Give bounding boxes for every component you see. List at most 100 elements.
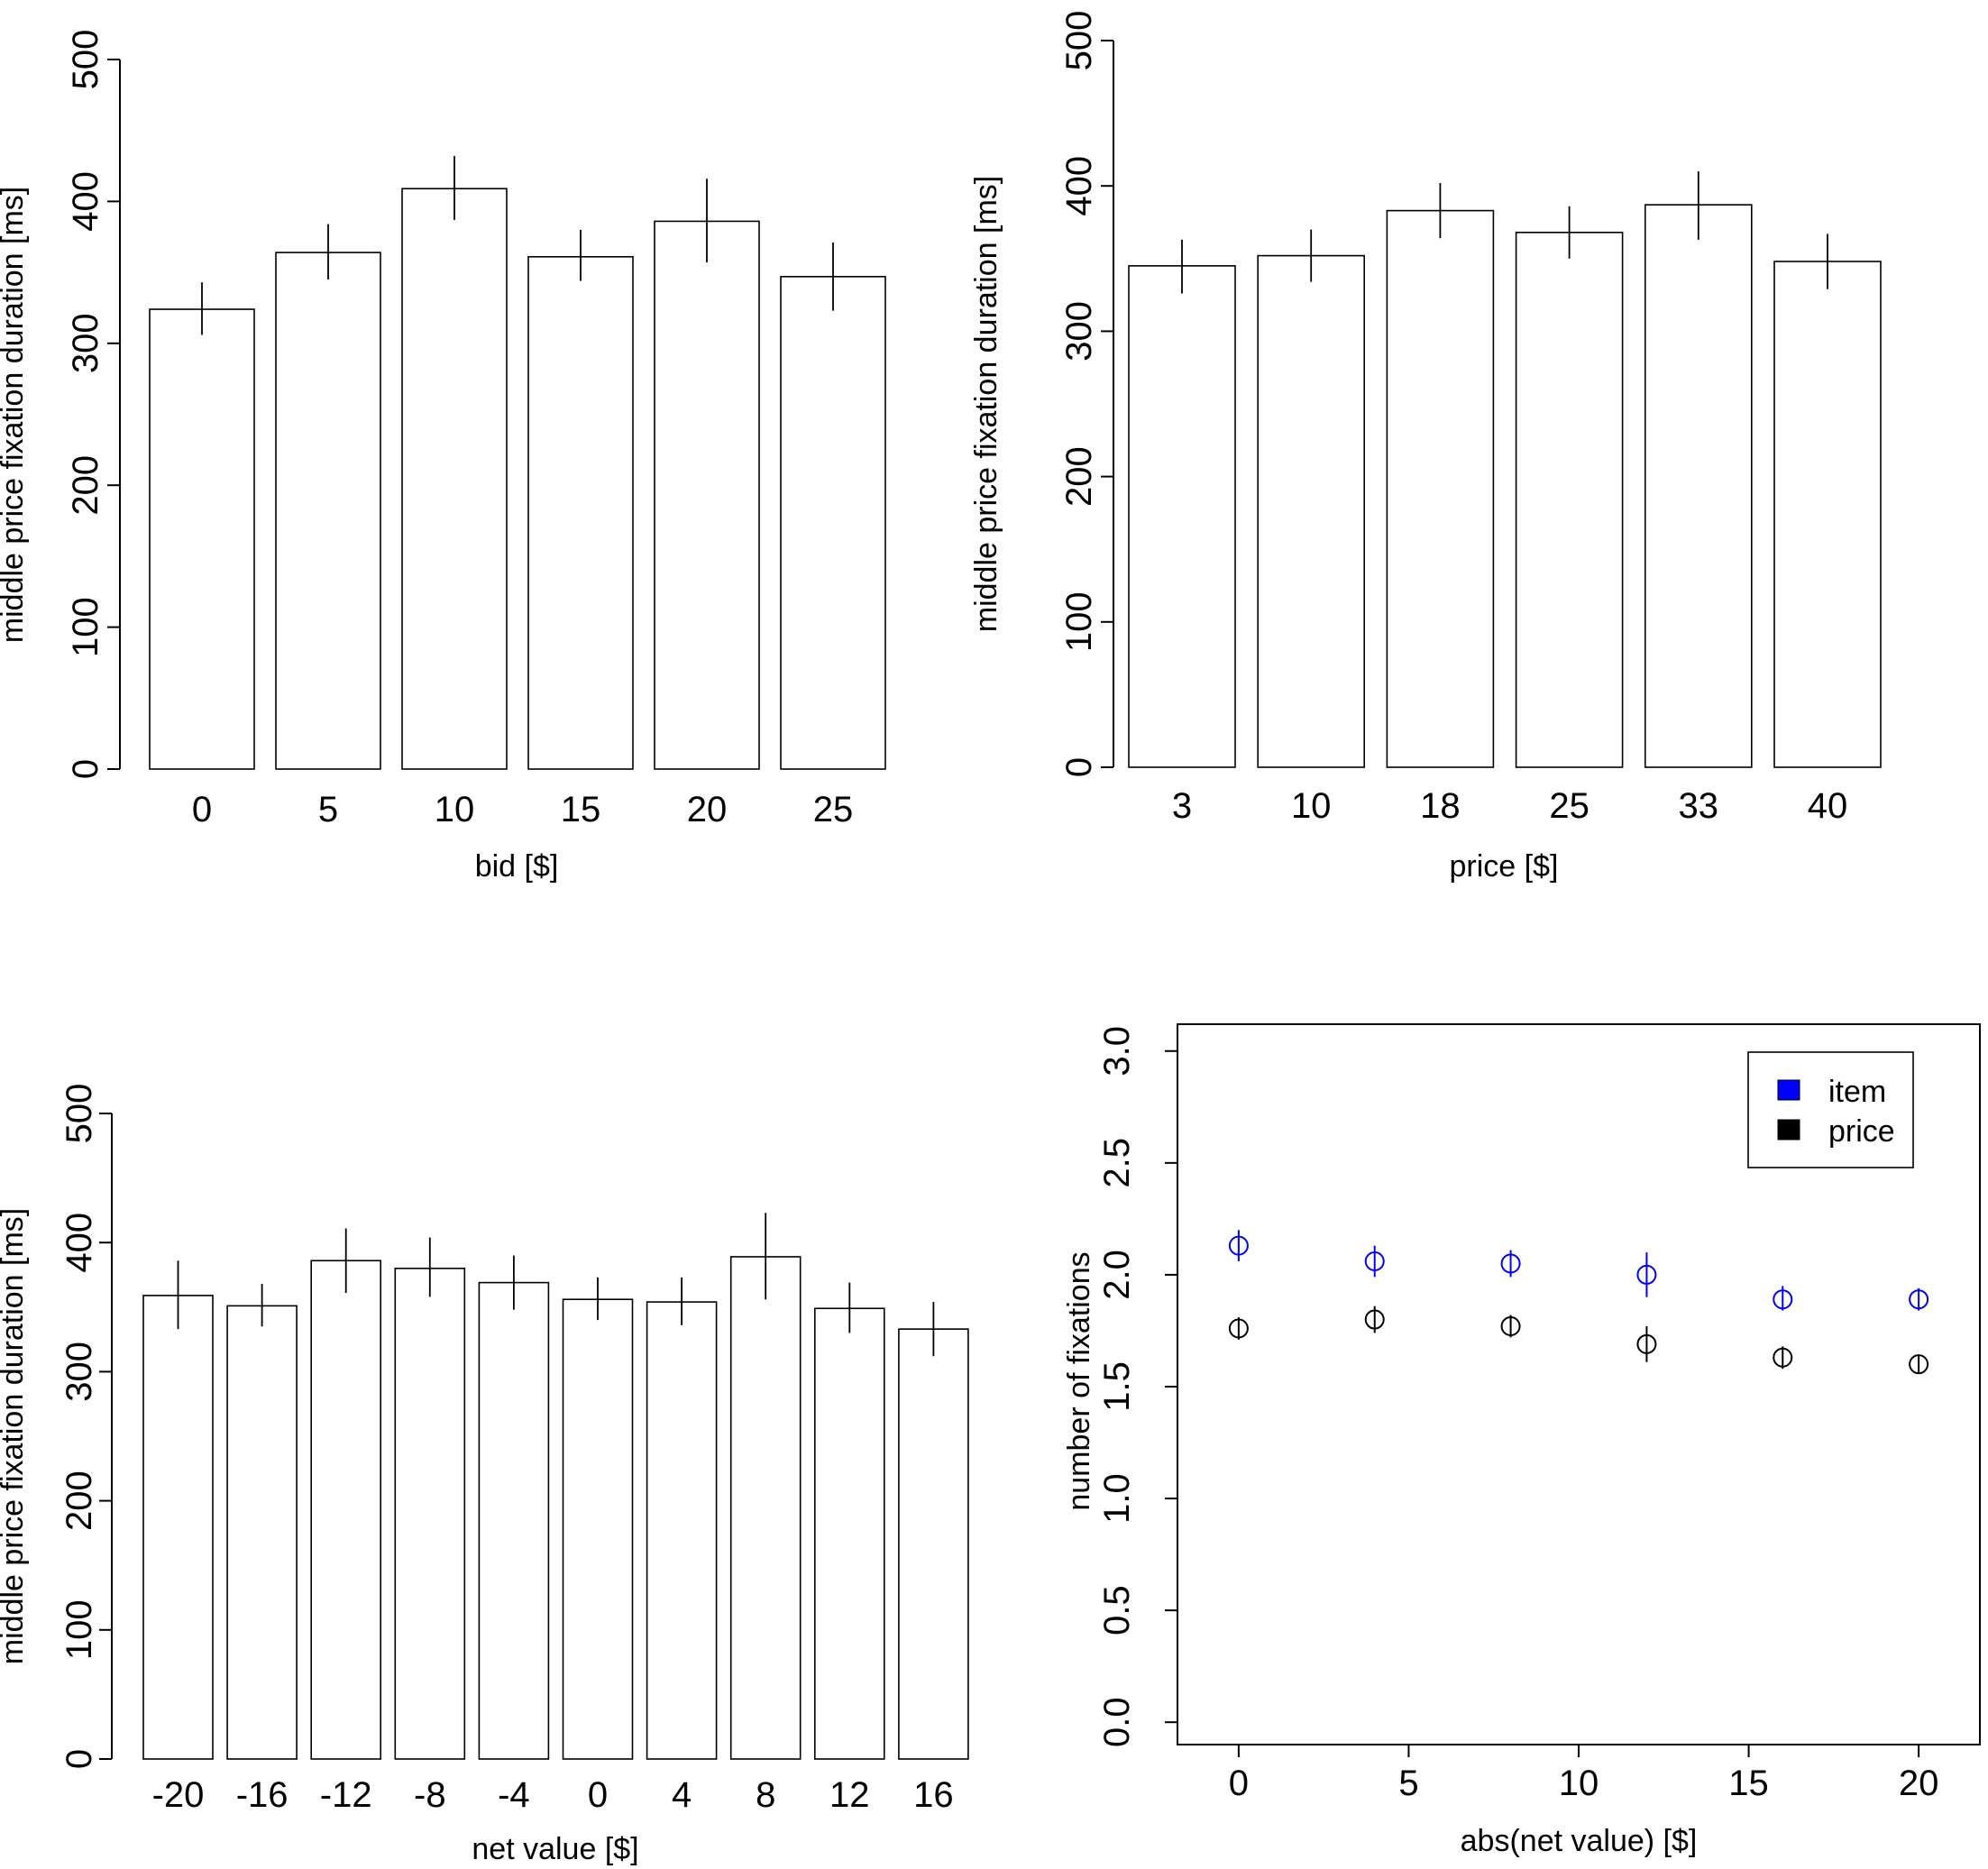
panel-bid-bar-chart: 0 100 200 300 400 500 0 5 10 15 20 25 bid [$] middle … xyxy=(0,30,886,884)
data-point xyxy=(1364,1251,1385,1272)
x-tick-label: 10 xyxy=(1291,786,1332,826)
bar xyxy=(1515,231,1624,768)
bar xyxy=(1386,209,1495,768)
x-axis-label: price [$] xyxy=(1450,849,1559,884)
x-tick-label: 20 xyxy=(687,790,728,829)
legend-label: price xyxy=(1828,1114,1895,1149)
legend: item price xyxy=(1747,1051,1914,1168)
x-tick-label: 20 xyxy=(1899,1764,1939,1803)
x-tick-label: 25 xyxy=(1549,786,1589,826)
x-tick-label: 0 xyxy=(192,790,212,829)
y-tick-label: 1.0 xyxy=(1097,1473,1137,1524)
y-tick-label: 200 xyxy=(60,1470,99,1531)
x-tick-label: 10 xyxy=(1559,1764,1599,1803)
x-tick-label: 25 xyxy=(813,790,854,829)
x-tick-label: 3 xyxy=(1172,786,1192,826)
y-tick-label: 200 xyxy=(66,455,105,516)
x-tick-label: -16 xyxy=(236,1775,289,1815)
y-tick-label: 500 xyxy=(60,1084,99,1144)
x-tick-label: -8 xyxy=(414,1775,446,1815)
data-point xyxy=(1773,1289,1793,1310)
y-tick-label: 400 xyxy=(1059,156,1099,216)
legend-swatch xyxy=(1777,1079,1800,1101)
x-axis-label: net value [$] xyxy=(472,1832,638,1866)
bar xyxy=(149,308,255,770)
legend-box xyxy=(1747,1051,1914,1168)
y-axis-label: middle price fixation duration [ms] xyxy=(969,176,1003,632)
data-point xyxy=(1636,1333,1657,1354)
x-tick-label: -20 xyxy=(152,1775,205,1815)
x-tick-label: 0 xyxy=(1229,1764,1249,1803)
y-axis-label: middle price fixation duration [ms] xyxy=(0,1208,30,1664)
y-tick-label: 0.0 xyxy=(1097,1697,1137,1747)
bar xyxy=(401,188,508,770)
bar xyxy=(813,1307,885,1760)
y-tick-label: 400 xyxy=(66,171,105,232)
y-tick-label: 400 xyxy=(60,1213,99,1273)
bar xyxy=(527,255,634,770)
y-tick-label: 100 xyxy=(60,1599,99,1660)
y-tick-label: 300 xyxy=(1059,301,1099,362)
y-axis-label: number of fixations xyxy=(1062,1251,1096,1510)
bar xyxy=(898,1328,969,1760)
x-tick-label: 5 xyxy=(1398,1764,1418,1803)
bar xyxy=(142,1295,214,1760)
data-point xyxy=(1909,1354,1929,1375)
data-point xyxy=(1228,1318,1249,1339)
data-point xyxy=(1500,1315,1521,1336)
y-tick-label: 500 xyxy=(1059,11,1099,71)
x-tick-label: 16 xyxy=(913,1775,954,1815)
y-tick-label: 100 xyxy=(66,597,105,657)
bar xyxy=(478,1281,550,1760)
y-tick-label: 300 xyxy=(60,1342,99,1402)
data-point xyxy=(1909,1289,1929,1310)
y-tick-label: 0 xyxy=(66,759,105,779)
x-tick-label: 33 xyxy=(1679,786,1719,826)
legend-label: item xyxy=(1828,1075,1886,1109)
data-point xyxy=(1228,1235,1249,1256)
bar xyxy=(1644,204,1753,768)
bar xyxy=(1257,254,1365,768)
bar xyxy=(1128,265,1236,768)
bar xyxy=(646,1301,718,1760)
x-tick-label: -4 xyxy=(498,1775,530,1815)
x-tick-label: 18 xyxy=(1420,786,1461,826)
bar xyxy=(310,1260,382,1760)
y-tick-label: 0 xyxy=(1059,757,1099,777)
bar xyxy=(394,1268,466,1760)
x-tick-label: 10 xyxy=(435,790,475,829)
panel-net-value-bar-chart: 0 100 200 300 400 500 -20 -16 -12 -8 -4 0 4 8 12 16 net … xyxy=(0,1084,969,1866)
x-axis-label: abs(net value) [$] xyxy=(1461,1824,1698,1858)
x-tick-label: 15 xyxy=(1728,1764,1769,1803)
y-tick-label: 200 xyxy=(1059,446,1099,507)
x-axis-label: bid [$] xyxy=(475,849,559,884)
data-point xyxy=(1636,1264,1657,1285)
bar xyxy=(1773,261,1882,768)
bar xyxy=(226,1305,298,1760)
legend-swatch xyxy=(1777,1119,1800,1141)
y-tick-label: 100 xyxy=(1059,591,1099,652)
data-point xyxy=(1773,1347,1793,1368)
data-point xyxy=(1500,1253,1521,1274)
x-tick-label: 15 xyxy=(561,790,601,829)
bar xyxy=(562,1298,634,1760)
panel-fixations-scatter: 0.0 0.5 1.0 1.5 2.0 2.5 3.0 0 5 10 15 20 item price ab… xyxy=(1062,1023,1981,1858)
y-tick-label: 1.5 xyxy=(1097,1361,1137,1412)
x-tick-label: 12 xyxy=(829,1775,870,1815)
bar xyxy=(780,276,886,770)
x-tick-label: 0 xyxy=(588,1775,608,1815)
x-tick-label: 4 xyxy=(672,1775,692,1815)
y-tick-label: 300 xyxy=(66,313,105,373)
bar xyxy=(729,1256,802,1760)
panel-price-bar-chart: 0 100 200 300 400 500 3 10 18 25 33 40 price [$] midd… xyxy=(969,11,1882,884)
y-tick-label: 2.0 xyxy=(1097,1250,1137,1300)
x-tick-label: 5 xyxy=(318,790,338,829)
data-point xyxy=(1364,1309,1385,1330)
y-tick-label: 2.5 xyxy=(1097,1138,1137,1188)
y-tick-label: 500 xyxy=(66,30,105,90)
y-axis-label: middle price fixation duration [ms] xyxy=(0,187,30,643)
y-tick-label: 0.5 xyxy=(1097,1585,1137,1635)
y-tick-label: 0 xyxy=(60,1749,99,1769)
x-tick-label: 8 xyxy=(756,1775,775,1815)
